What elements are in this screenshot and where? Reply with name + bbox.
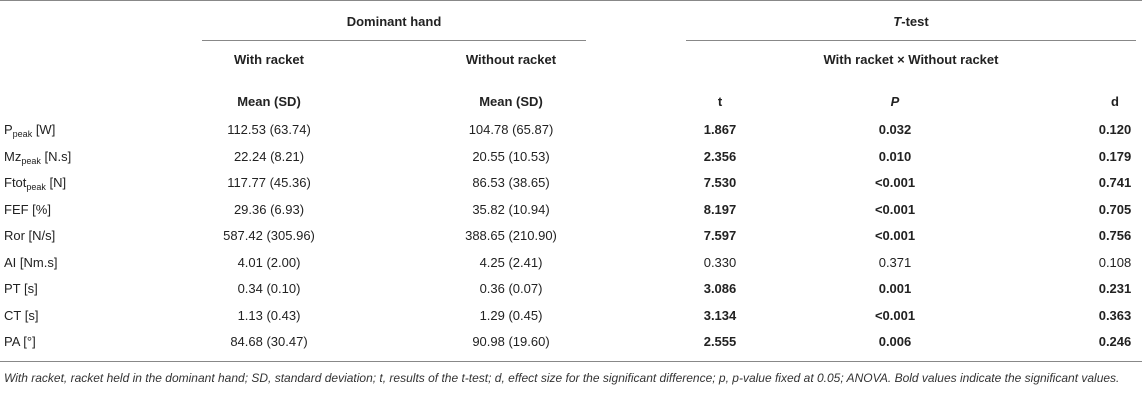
row-label-unit: [N] [45, 175, 67, 190]
cell-p: 0.010 [878, 149, 912, 164]
row-label-subscript: peak [21, 156, 41, 166]
cell-p: 0.371 [878, 255, 912, 270]
header-with-racket: With racket [234, 52, 304, 67]
row-label-main: PA [°] [4, 334, 36, 349]
cell-t: 3.086 [703, 281, 737, 296]
table-bottom-rule [0, 361, 1142, 362]
dominant-hand-underline [202, 40, 586, 41]
cell-d: 0.108 [1098, 255, 1132, 270]
cell-with-racket: 1.13 (0.43) [237, 308, 301, 323]
row-label-unit: [W] [32, 122, 56, 137]
cell-with-racket: 22.24 (8.21) [233, 149, 305, 164]
row-label-main: AI [Nm.s] [4, 255, 58, 270]
cell-t: 3.134 [703, 308, 737, 323]
header-mean-sd-with: Mean (SD) [237, 94, 301, 109]
cell-with-racket: 117.77 (45.36) [227, 175, 311, 190]
cell-d: 0.705 [1098, 202, 1132, 217]
header-d: d [1111, 94, 1119, 109]
header-mean-sd-without: Mean (SD) [479, 94, 543, 109]
row-label: AI [Nm.s] [4, 255, 57, 271]
row-label: CT [s] [4, 308, 38, 324]
header-t-test: T-test [686, 14, 1136, 30]
row-label-main: Ftot [4, 175, 27, 190]
cell-p: <0.001 [874, 228, 916, 243]
cell-d: 0.246 [1098, 334, 1132, 349]
cell-t: 0.330 [703, 255, 737, 270]
table-top-rule [0, 0, 1142, 1]
cell-without-racket: 86.53 (38.65) [472, 175, 550, 190]
cell-without-racket: 20.55 (10.53) [472, 149, 550, 164]
cell-t: 7.530 [703, 175, 737, 190]
row-label: Ror [N/s] [4, 228, 55, 244]
row-label-main: P [4, 122, 13, 137]
cell-d: 0.756 [1098, 228, 1132, 243]
cell-t: 8.197 [703, 202, 737, 217]
row-label-main: PT [s] [4, 281, 38, 296]
row-label-subscript: peak [26, 182, 46, 192]
cell-without-racket: 0.36 (0.07) [479, 281, 543, 296]
row-label: PA [°] [4, 334, 36, 350]
header-t: t [717, 94, 723, 109]
row-label: FEF [%] [4, 202, 51, 218]
cell-d: 0.120 [1098, 122, 1132, 137]
header-dominant-hand: Dominant hand [346, 14, 442, 29]
cell-with-racket: 587.42 (305.96) [223, 228, 315, 243]
cell-with-racket: 112.53 (63.74) [227, 122, 311, 137]
row-label-main: CT [s] [4, 308, 39, 323]
cell-with-racket: 4.01 (2.00) [237, 255, 301, 270]
t-test-underline [686, 40, 1136, 41]
header-t-test-rest: -test [901, 14, 929, 29]
cell-d: 0.179 [1098, 149, 1132, 164]
cell-t: 1.867 [703, 122, 737, 137]
cell-without-racket: 4.25 (2.41) [479, 255, 543, 270]
row-label: Ppeak [W] [4, 122, 56, 139]
table-footnote: With racket, racket held in the dominant… [4, 371, 1120, 385]
cell-with-racket: 0.34 (0.10) [237, 281, 301, 296]
cell-without-racket: 90.98 (19.60) [472, 334, 550, 349]
cell-p: <0.001 [874, 175, 916, 190]
row-label-unit: [N.s] [40, 149, 72, 164]
cell-t: 2.356 [703, 149, 737, 164]
row-label: PT [s] [4, 281, 38, 297]
cell-d: 0.363 [1098, 308, 1132, 323]
cell-p: 0.032 [878, 122, 912, 137]
cell-p: <0.001 [874, 308, 916, 323]
header-t-test-italic: T [893, 14, 902, 29]
cell-p: <0.001 [874, 202, 916, 217]
cell-d: 0.231 [1098, 281, 1132, 296]
cell-p: 0.001 [878, 281, 912, 296]
row-label-main: Ror [N/s] [4, 228, 56, 243]
cell-t: 2.555 [703, 334, 737, 349]
cell-without-racket: 388.65 (210.90) [465, 228, 557, 243]
cell-without-racket: 1.29 (0.45) [479, 308, 543, 323]
cell-d: 0.741 [1098, 175, 1132, 190]
cell-t: 7.597 [703, 228, 737, 243]
cell-with-racket: 84.68 (30.47) [230, 334, 308, 349]
row-label-main: FEF [%] [4, 202, 51, 217]
cell-without-racket: 104.78 (65.87) [468, 122, 554, 137]
header-without-racket: Without racket [465, 52, 557, 67]
row-label-subscript: peak [12, 129, 33, 139]
row-label: Ftotpeak [N] [4, 175, 67, 192]
header-p: P [880, 94, 910, 110]
row-label: Mzpeak [N.s] [4, 149, 72, 166]
header-comparison: With racket × Without racket [823, 52, 999, 67]
cell-with-racket: 29.36 (6.93) [233, 202, 305, 217]
cell-p: 0.006 [878, 334, 912, 349]
row-label-main: Mz [4, 149, 22, 164]
header-p-italic: P [890, 94, 900, 109]
cell-without-racket: 35.82 (10.94) [472, 202, 550, 217]
